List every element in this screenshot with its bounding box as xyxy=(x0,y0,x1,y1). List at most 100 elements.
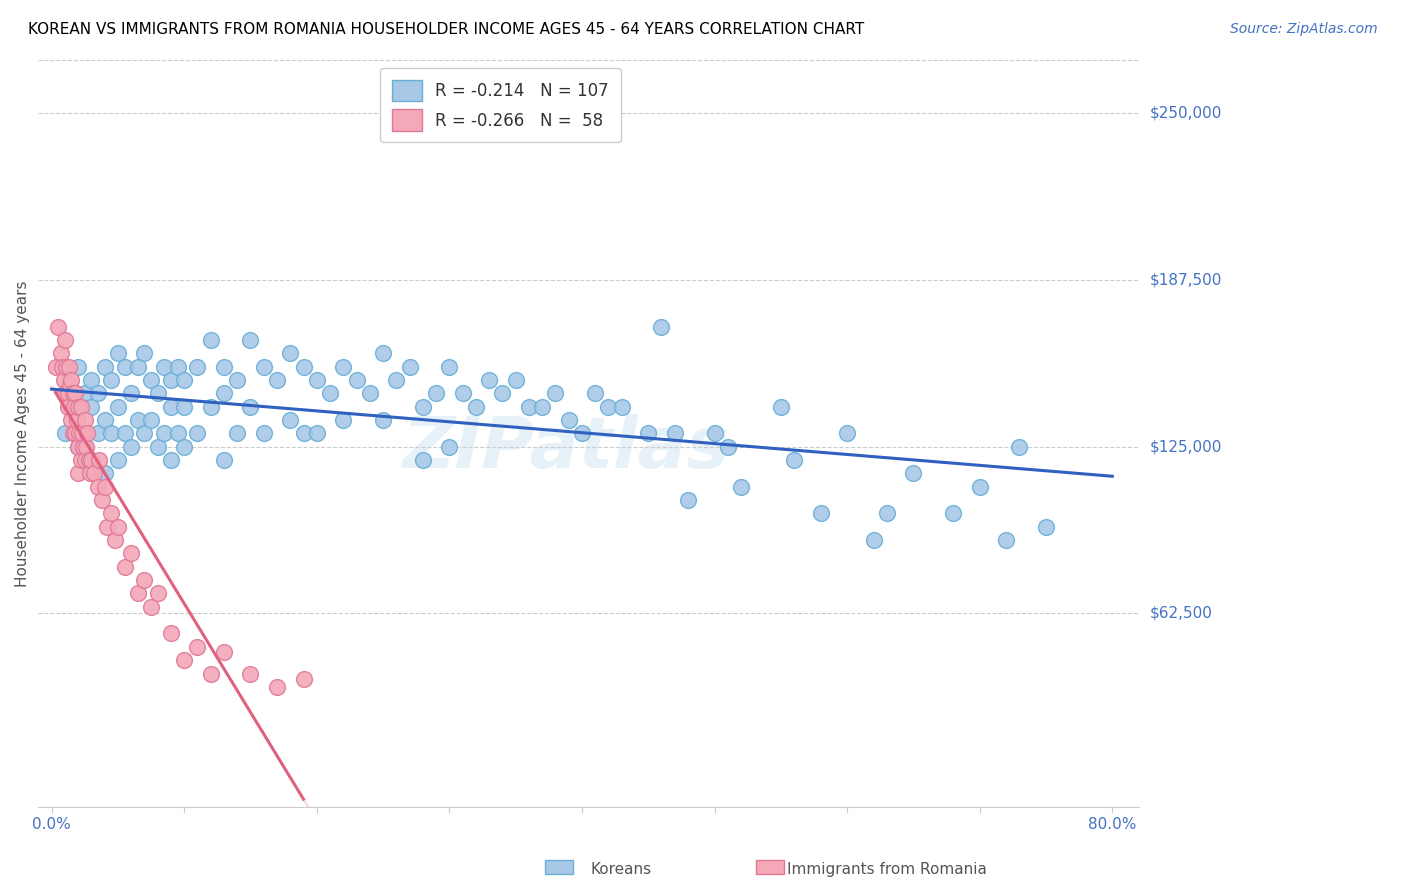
Point xyxy=(62,386,84,401)
Point xyxy=(67,467,90,481)
Point xyxy=(903,467,925,481)
Point xyxy=(67,426,90,441)
Point xyxy=(412,453,434,467)
Point xyxy=(173,653,195,667)
Point xyxy=(544,386,567,401)
Point xyxy=(53,426,76,441)
Text: Immigrants from Romania: Immigrants from Romania xyxy=(787,863,987,877)
Point xyxy=(359,386,381,401)
Point xyxy=(107,400,129,414)
Point xyxy=(153,359,176,374)
Point xyxy=(120,546,142,560)
Point xyxy=(72,440,94,454)
Point xyxy=(100,373,122,387)
Point xyxy=(67,440,90,454)
Point xyxy=(67,400,90,414)
Point xyxy=(676,493,699,508)
Point xyxy=(139,413,162,427)
Point xyxy=(93,467,115,481)
Point xyxy=(278,346,301,360)
Point xyxy=(200,333,222,347)
Y-axis label: Householder Income Ages 45 - 64 years: Householder Income Ages 45 - 64 years xyxy=(15,280,30,587)
Point xyxy=(51,359,73,374)
Point xyxy=(93,480,115,494)
Text: $125,000: $125,000 xyxy=(1150,439,1222,454)
Point xyxy=(153,426,176,441)
Point xyxy=(200,666,222,681)
Point xyxy=(650,319,672,334)
Point xyxy=(73,386,96,401)
Point xyxy=(186,359,208,374)
Point xyxy=(319,386,342,401)
Point xyxy=(107,453,129,467)
Point xyxy=(173,373,195,387)
Point xyxy=(107,346,129,360)
Point xyxy=(120,440,142,454)
Point xyxy=(412,400,434,414)
Point xyxy=(531,400,554,414)
Point xyxy=(876,507,898,521)
Point xyxy=(385,373,408,387)
Point xyxy=(63,400,86,414)
Point xyxy=(83,467,105,481)
Point xyxy=(239,333,262,347)
Point xyxy=(212,453,235,467)
Point xyxy=(610,400,633,414)
Point xyxy=(100,426,122,441)
Point xyxy=(73,413,96,427)
Point xyxy=(332,359,354,374)
Point xyxy=(73,440,96,454)
Point xyxy=(59,378,82,392)
Point xyxy=(80,453,103,467)
Point xyxy=(66,413,89,427)
Point xyxy=(134,573,156,587)
Point xyxy=(173,400,195,414)
Point xyxy=(451,386,474,401)
Point xyxy=(114,359,136,374)
Point xyxy=(371,413,394,427)
Point xyxy=(835,426,858,441)
Point xyxy=(292,359,315,374)
Point xyxy=(70,426,93,441)
Point xyxy=(664,426,686,441)
Point xyxy=(100,507,122,521)
Point xyxy=(305,426,328,441)
Point xyxy=(730,480,752,494)
Point xyxy=(505,373,527,387)
Point xyxy=(120,386,142,401)
Point xyxy=(69,453,91,467)
Point xyxy=(87,480,110,494)
Point xyxy=(637,426,659,441)
Point xyxy=(80,373,103,387)
Point xyxy=(77,453,100,467)
Point xyxy=(75,440,97,454)
Point xyxy=(200,400,222,414)
Text: Source: ZipAtlas.com: Source: ZipAtlas.com xyxy=(1230,22,1378,37)
Point xyxy=(571,426,593,441)
Point xyxy=(46,319,69,334)
Point xyxy=(127,359,149,374)
Point xyxy=(598,400,620,414)
Point xyxy=(439,440,461,454)
Point xyxy=(139,373,162,387)
Point xyxy=(717,440,740,454)
Point xyxy=(60,400,83,414)
Point xyxy=(278,413,301,427)
Point xyxy=(292,672,315,686)
Point xyxy=(62,426,84,441)
Point xyxy=(425,386,447,401)
Point xyxy=(371,346,394,360)
Point xyxy=(114,426,136,441)
Point xyxy=(56,386,79,401)
Point xyxy=(995,533,1018,547)
Point xyxy=(80,400,103,414)
Point xyxy=(517,400,540,414)
Point xyxy=(67,359,90,374)
Point xyxy=(186,426,208,441)
Point xyxy=(810,507,832,521)
Bar xyxy=(756,860,785,874)
Point xyxy=(107,519,129,533)
Point xyxy=(87,426,110,441)
Point xyxy=(292,426,315,441)
Text: KOREAN VS IMMIGRANTS FROM ROMANIA HOUSEHOLDER INCOME AGES 45 - 64 YEARS CORRELAT: KOREAN VS IMMIGRANTS FROM ROMANIA HOUSEH… xyxy=(28,22,865,37)
